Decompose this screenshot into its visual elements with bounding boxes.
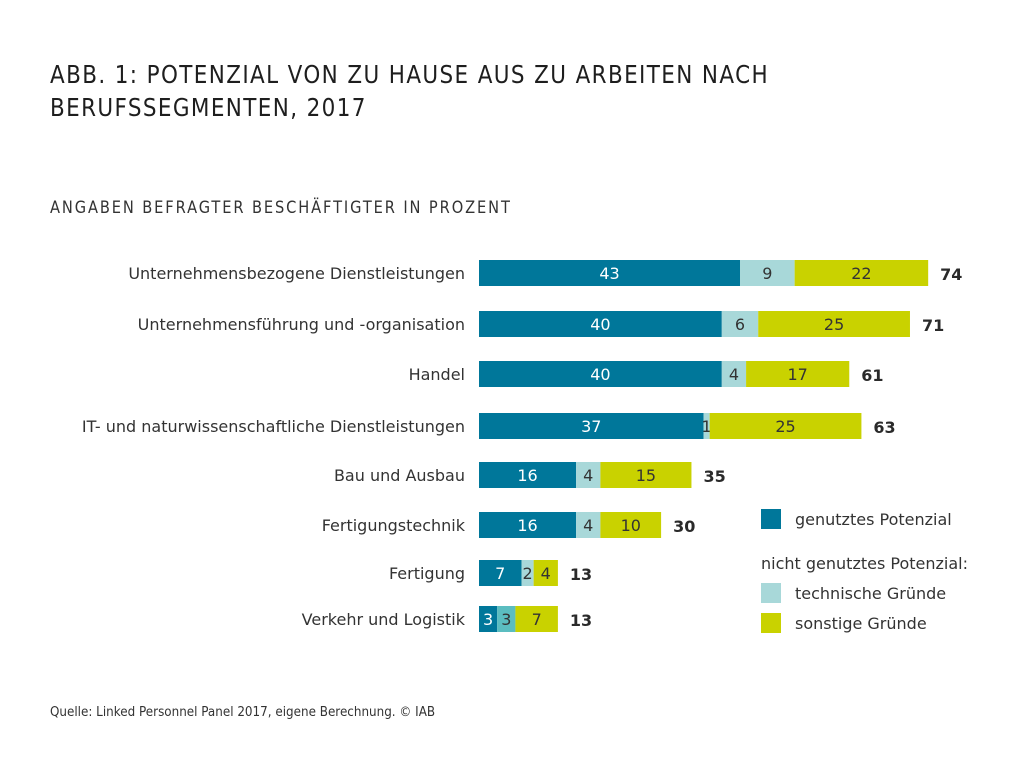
bar-segment-technisch — [497, 606, 516, 632]
category-label: Bau und Ausbau — [334, 466, 465, 485]
bar-total-label: 63 — [873, 418, 895, 437]
bar-segment-genutzt — [479, 462, 577, 488]
bar-segment-genutzt — [479, 560, 522, 586]
bar-total-label: 71 — [922, 316, 944, 335]
bar-segment-label: 25 — [824, 315, 844, 334]
bar-segment-label: 17 — [787, 365, 807, 384]
bar-segment-label: 4 — [583, 516, 593, 535]
bar-total-label: 35 — [703, 467, 725, 486]
bar-segment-label: 16 — [517, 466, 537, 485]
legend-heading: nicht genutztes Potenzial: — [761, 554, 968, 573]
bar-segment-label: 1 — [702, 417, 712, 436]
bar-segment-label: 3 — [483, 610, 493, 629]
bar-total-label: 61 — [861, 366, 883, 385]
category-label: Unternehmensbezogene Dienstleistungen — [128, 264, 465, 283]
bar-total-label: 13 — [570, 611, 592, 630]
bar-segment-technisch — [721, 311, 759, 337]
bar-segment-technisch — [721, 361, 747, 387]
bar-segment-label: 2 — [522, 564, 532, 583]
legend-label-genutzt: genutztes Potenzial — [795, 510, 952, 529]
category-label: Fertigung — [389, 564, 465, 583]
bar-segment-genutzt — [479, 311, 722, 337]
bar-total-label: 30 — [673, 517, 695, 536]
bar-segment-label: 4 — [541, 564, 551, 583]
bar-segment-label: 3 — [501, 610, 511, 629]
legend-label-sonstig: sonstige Gründe — [795, 614, 927, 633]
bar-segment-genutzt — [479, 361, 722, 387]
chart-subtitle: ANGABEN BEFRAGTER BESCHÄFTIGTER IN PROZE… — [50, 198, 512, 218]
bar-segment-label: 40 — [590, 365, 610, 384]
bar-segment-sonstig — [515, 606, 558, 632]
bar-segment-label: 7 — [532, 610, 542, 629]
bar-segment-genutzt — [479, 413, 704, 439]
bar-segment-label: 22 — [851, 264, 871, 283]
bar-segment-sonstig — [746, 361, 850, 387]
chart-title-line-1: ABB. 1: POTENZIAL VON ZU HAUSE AUS ZU AR… — [50, 60, 770, 89]
legend-swatch-genutzt — [761, 509, 781, 529]
bar-segment-label: 15 — [636, 466, 656, 485]
bar-segment-genutzt — [479, 260, 741, 286]
category-label: IT- und naturwissenschaftliche Dienstlei… — [82, 417, 465, 436]
bar-segment-sonstig — [794, 260, 929, 286]
bar-segment-label: 40 — [590, 315, 610, 334]
bar-total-label: 74 — [940, 265, 962, 284]
bar-segment-label: 37 — [581, 417, 601, 436]
bar-segment-label: 4 — [729, 365, 739, 384]
bar-total-label: 13 — [570, 565, 592, 584]
bar-segment-sonstig — [758, 311, 910, 337]
bar-segment-label: 43 — [599, 264, 619, 283]
bar-segment-technisch — [576, 462, 601, 488]
bar-segment-label: 10 — [621, 516, 641, 535]
legend-label-technisch: technische Gründe — [795, 584, 946, 603]
bar-segment-sonstig — [709, 413, 862, 439]
bar-segment-label: 9 — [762, 264, 772, 283]
bar-segment-genutzt — [479, 512, 577, 538]
bar-segment-sonstig — [533, 560, 558, 586]
bar-segment-technisch — [740, 260, 795, 286]
bar-segment-technisch — [576, 512, 601, 538]
bar-segment-technisch — [703, 413, 710, 439]
bar-segment-label: 4 — [583, 466, 593, 485]
category-label: Unternehmensführung und -organisation — [138, 315, 465, 334]
category-label: Verkehr und Logistik — [302, 610, 466, 629]
bar-segment-label: 25 — [775, 417, 795, 436]
bar-segment-label: 7 — [495, 564, 505, 583]
bar-segment-sonstig — [600, 512, 662, 538]
bar-segment-sonstig — [600, 462, 692, 488]
legend-swatch-sonstig — [761, 613, 781, 633]
legend-swatch-technisch — [761, 583, 781, 603]
chart-title: ABB. 1: POTENZIAL VON ZU HAUSE AUS ZU AR… — [50, 58, 841, 124]
category-label: Fertigungstechnik — [322, 516, 466, 535]
category-label: Handel — [409, 365, 465, 384]
bar-segment-genutzt — [479, 606, 498, 632]
bar-segment-label: 16 — [517, 516, 537, 535]
bar-segment-technisch — [521, 560, 534, 586]
bar-segment-label: 6 — [735, 315, 745, 334]
chart-title-line-2: BERUFSSEGMENTEN, 2017 — [50, 93, 367, 122]
source-note: Quelle: Linked Personnel Panel 2017, eig… — [50, 705, 436, 720]
